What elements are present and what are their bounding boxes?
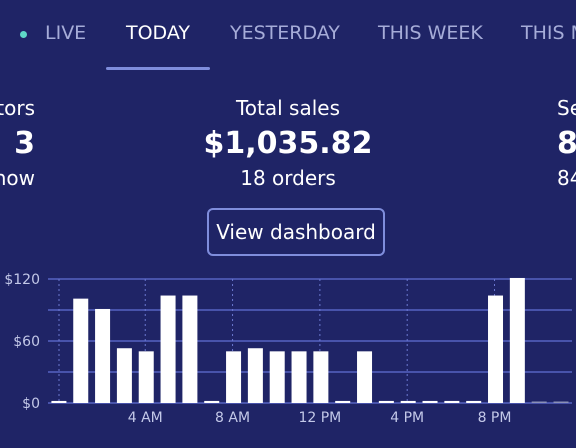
visitors-sub: now [0, 166, 35, 190]
bar-12[interactable] [313, 351, 329, 403]
bar-11[interactable] [291, 351, 307, 403]
x-tick-label: 4 AM [128, 410, 163, 426]
bar-9[interactable] [247, 348, 263, 403]
bar-21[interactable] [509, 277, 525, 403]
tab-today[interactable]: TODAY [126, 22, 190, 44]
y-tick-label: $120 [4, 272, 40, 288]
bar-8[interactable] [226, 351, 242, 403]
bar-0[interactable] [51, 400, 67, 403]
y-tick-label: $60 [13, 334, 40, 350]
bar-6[interactable] [182, 295, 198, 403]
bar-1[interactable] [73, 298, 89, 403]
bar-3[interactable] [116, 348, 132, 403]
total-sales-value: $1,035.82 [203, 126, 373, 161]
bar-2[interactable] [95, 308, 111, 403]
bar-5[interactable] [160, 295, 176, 403]
bar-17[interactable] [422, 400, 438, 403]
view-dashboard-button[interactable]: View dashboard [207, 208, 385, 256]
visitors-value: 3 [14, 126, 35, 161]
sessions-sub: 84 [557, 166, 576, 190]
live-indicator-icon [20, 31, 27, 38]
bar-20[interactable] [488, 295, 504, 403]
active-tab-indicator [106, 67, 210, 70]
sessions-value: 8 [557, 126, 576, 161]
bar-15[interactable] [378, 400, 394, 403]
sessions-label: Se [557, 96, 576, 120]
bar-18[interactable] [444, 400, 460, 403]
tab-this-month[interactable]: THIS M [521, 22, 576, 44]
bar-23[interactable] [553, 401, 569, 404]
x-tick-label: 8 AM [215, 410, 250, 426]
x-tick-label: 8 PM [478, 410, 512, 426]
y-tick-label: $0 [22, 396, 40, 412]
bar-7[interactable] [204, 400, 220, 403]
bar-10[interactable] [269, 351, 285, 403]
bar-14[interactable] [357, 351, 373, 403]
bar-4[interactable] [138, 351, 154, 403]
total-sales-orders: 18 orders [240, 166, 336, 190]
period-tabs: LIVE TODAY YESTERDAY THIS WEEK THIS M [0, 0, 576, 72]
bar-19[interactable] [466, 400, 482, 403]
x-tick-label: 4 PM [390, 410, 424, 426]
tab-this-week[interactable]: THIS WEEK [378, 22, 483, 44]
tab-live[interactable]: LIVE [45, 22, 87, 44]
bar-22[interactable] [531, 401, 547, 404]
bar-13[interactable] [335, 400, 351, 403]
bar-16[interactable] [400, 400, 416, 403]
total-sales-label: Total sales [235, 96, 341, 120]
x-tick-label: 12 PM [298, 410, 341, 426]
tab-yesterday[interactable]: YESTERDAY [230, 22, 340, 44]
visitors-label: tors [0, 96, 35, 120]
